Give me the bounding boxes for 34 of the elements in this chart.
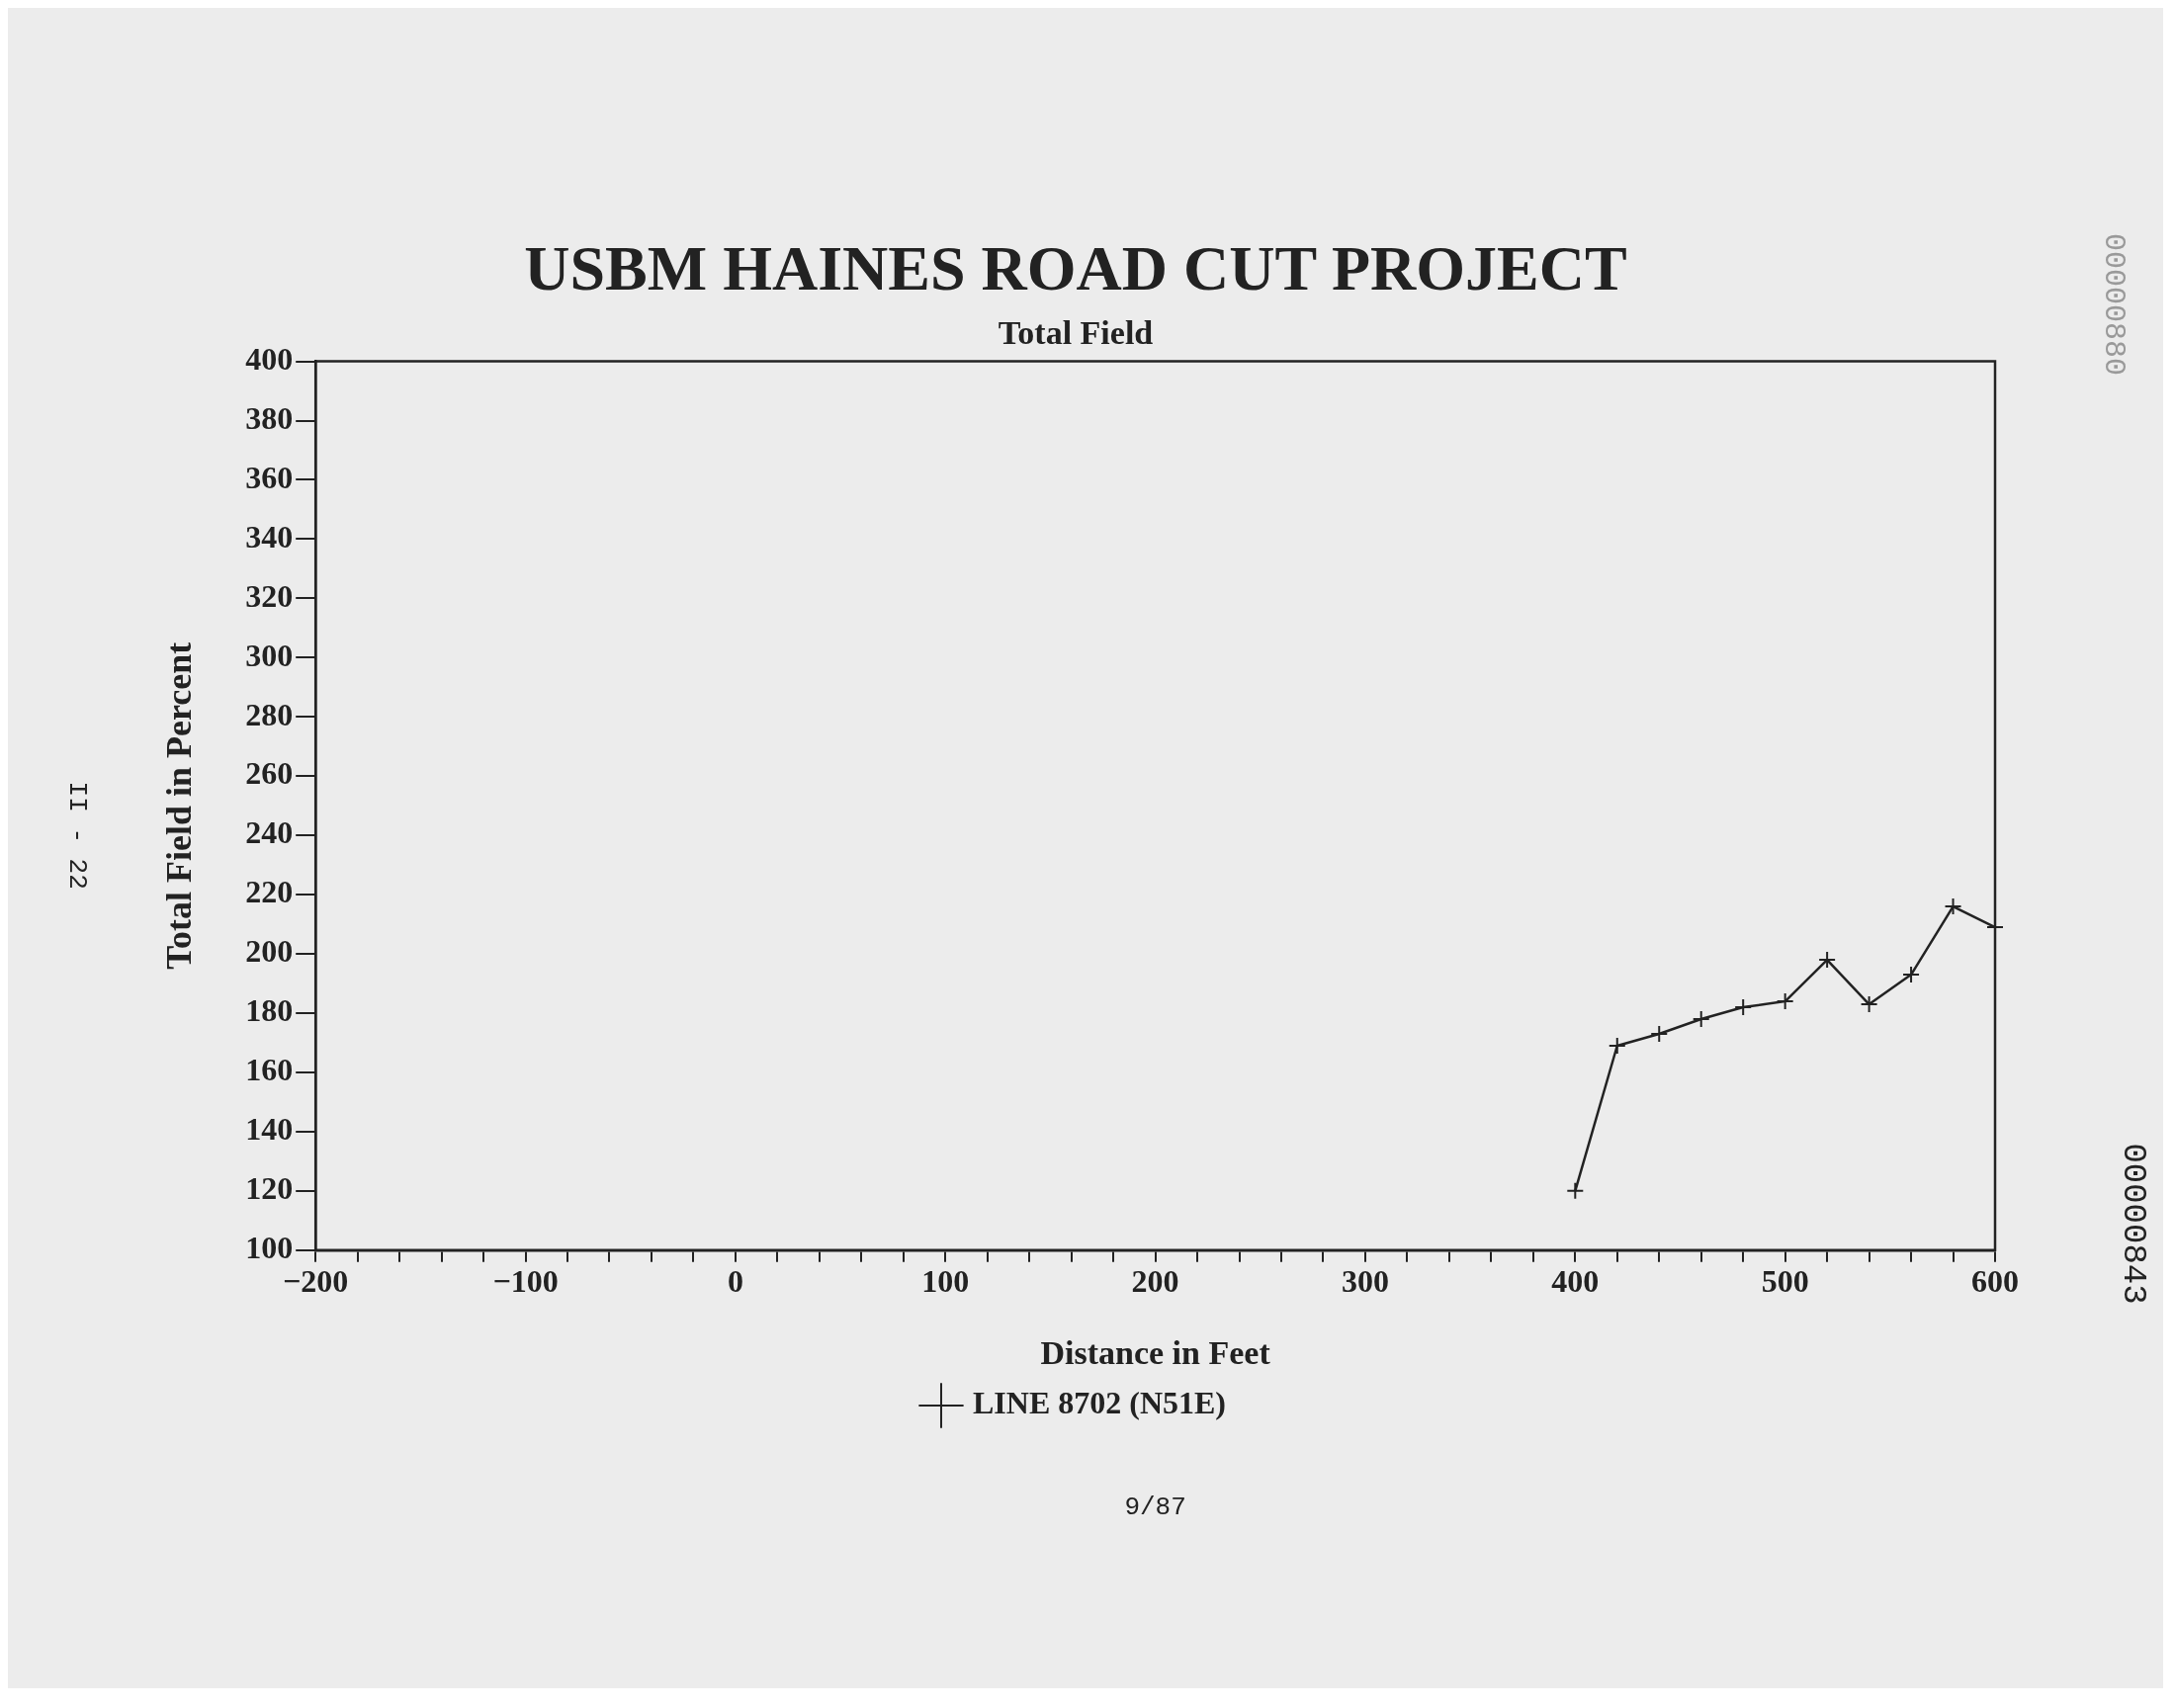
legend-label: LINE 8702 (N51E) xyxy=(972,1385,1227,1421)
y-tick-label: 120 xyxy=(245,1170,294,1207)
text: 9/87 xyxy=(1124,1492,1186,1522)
y-tick-label: 340 xyxy=(245,518,294,555)
x-tick-label: −100 xyxy=(492,1263,559,1300)
x-tick-label: 0 xyxy=(727,1263,743,1300)
text: 00000843 xyxy=(2115,1143,2152,1305)
chart-subtitle: Total Field xyxy=(998,313,1154,351)
y-tick-label: 240 xyxy=(245,814,294,851)
x-tick-label: 400 xyxy=(1551,1263,1600,1300)
x-tick-label: 100 xyxy=(921,1263,970,1300)
text: II - 22 xyxy=(62,781,93,890)
x-tick-label: 500 xyxy=(1761,1263,1809,1300)
y-tick-label: 300 xyxy=(245,637,294,673)
y-tick-label: 320 xyxy=(245,577,294,614)
y-tick-label: 280 xyxy=(245,696,294,732)
y-axis-title: Total Field in Percent xyxy=(158,641,199,970)
y-tick-label: 140 xyxy=(245,1111,294,1148)
x-tick-label: 300 xyxy=(1341,1263,1389,1300)
x-axis-title: Distance in Feet xyxy=(1040,1334,1271,1372)
y-tick-label: 380 xyxy=(245,399,294,436)
y-tick-label: 200 xyxy=(245,933,294,970)
chart-title: USBM HAINES ROAD CUT PROJECT xyxy=(524,232,1627,303)
y-tick-label: 220 xyxy=(245,874,294,910)
text: 00000880 xyxy=(2097,232,2132,377)
x-tick-label: −200 xyxy=(283,1263,349,1300)
y-tick-label: 260 xyxy=(245,755,294,792)
y-tick-label: 400 xyxy=(245,340,294,377)
y-tick-label: 360 xyxy=(245,459,294,495)
y-tick-label: 180 xyxy=(245,992,294,1029)
x-tick-label: 600 xyxy=(1971,1263,2019,1300)
y-tick-label: 160 xyxy=(245,1052,294,1088)
x-tick-label: 200 xyxy=(1131,1263,1179,1300)
y-tick-label: 100 xyxy=(245,1230,294,1266)
